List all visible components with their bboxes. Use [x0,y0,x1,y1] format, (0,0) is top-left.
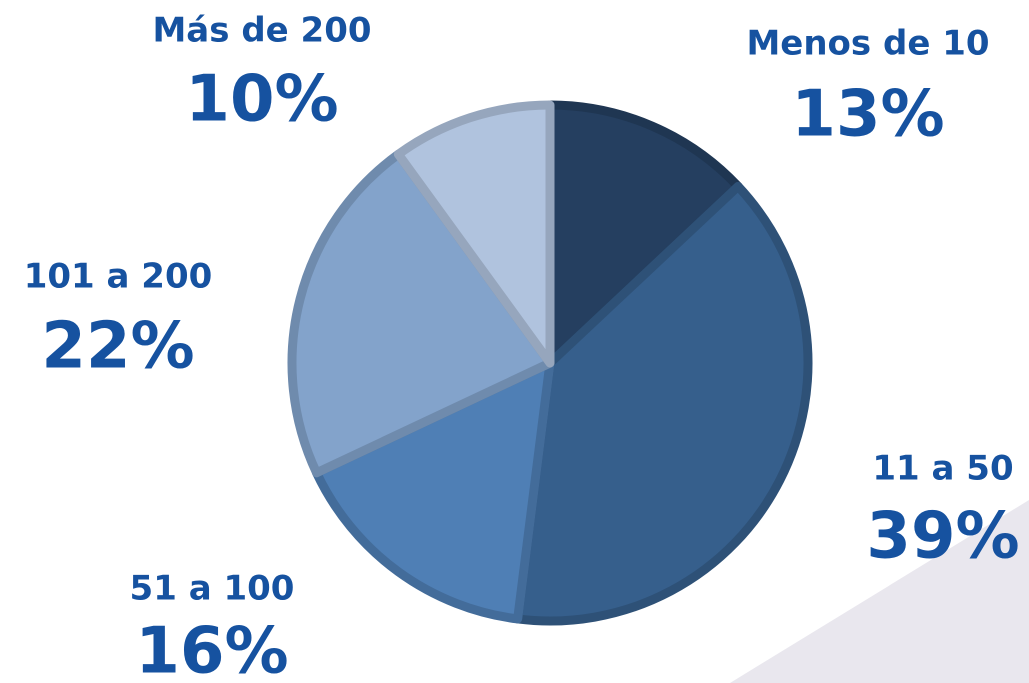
slice-percent: 13% [791,78,944,152]
slice-percent: 22% [41,310,194,384]
slice-name: 11 a 50 [872,449,1013,489]
slice-name: Menos de 10 [746,24,989,64]
pie-slice [513,181,813,626]
slice-name: 51 a 100 [130,569,295,609]
background-shape [730,500,1029,683]
slice-percent: 16% [135,615,288,683]
pie-slice [545,100,743,368]
slice-percent: 39% [866,500,1019,574]
slice-name: 101 a 200 [24,257,213,297]
pie-slice [312,358,555,624]
slice-name: Más de 200 [152,11,371,51]
pie-slice [287,149,555,478]
slice-percent: 10% [185,63,338,137]
pie-slice [393,100,555,368]
